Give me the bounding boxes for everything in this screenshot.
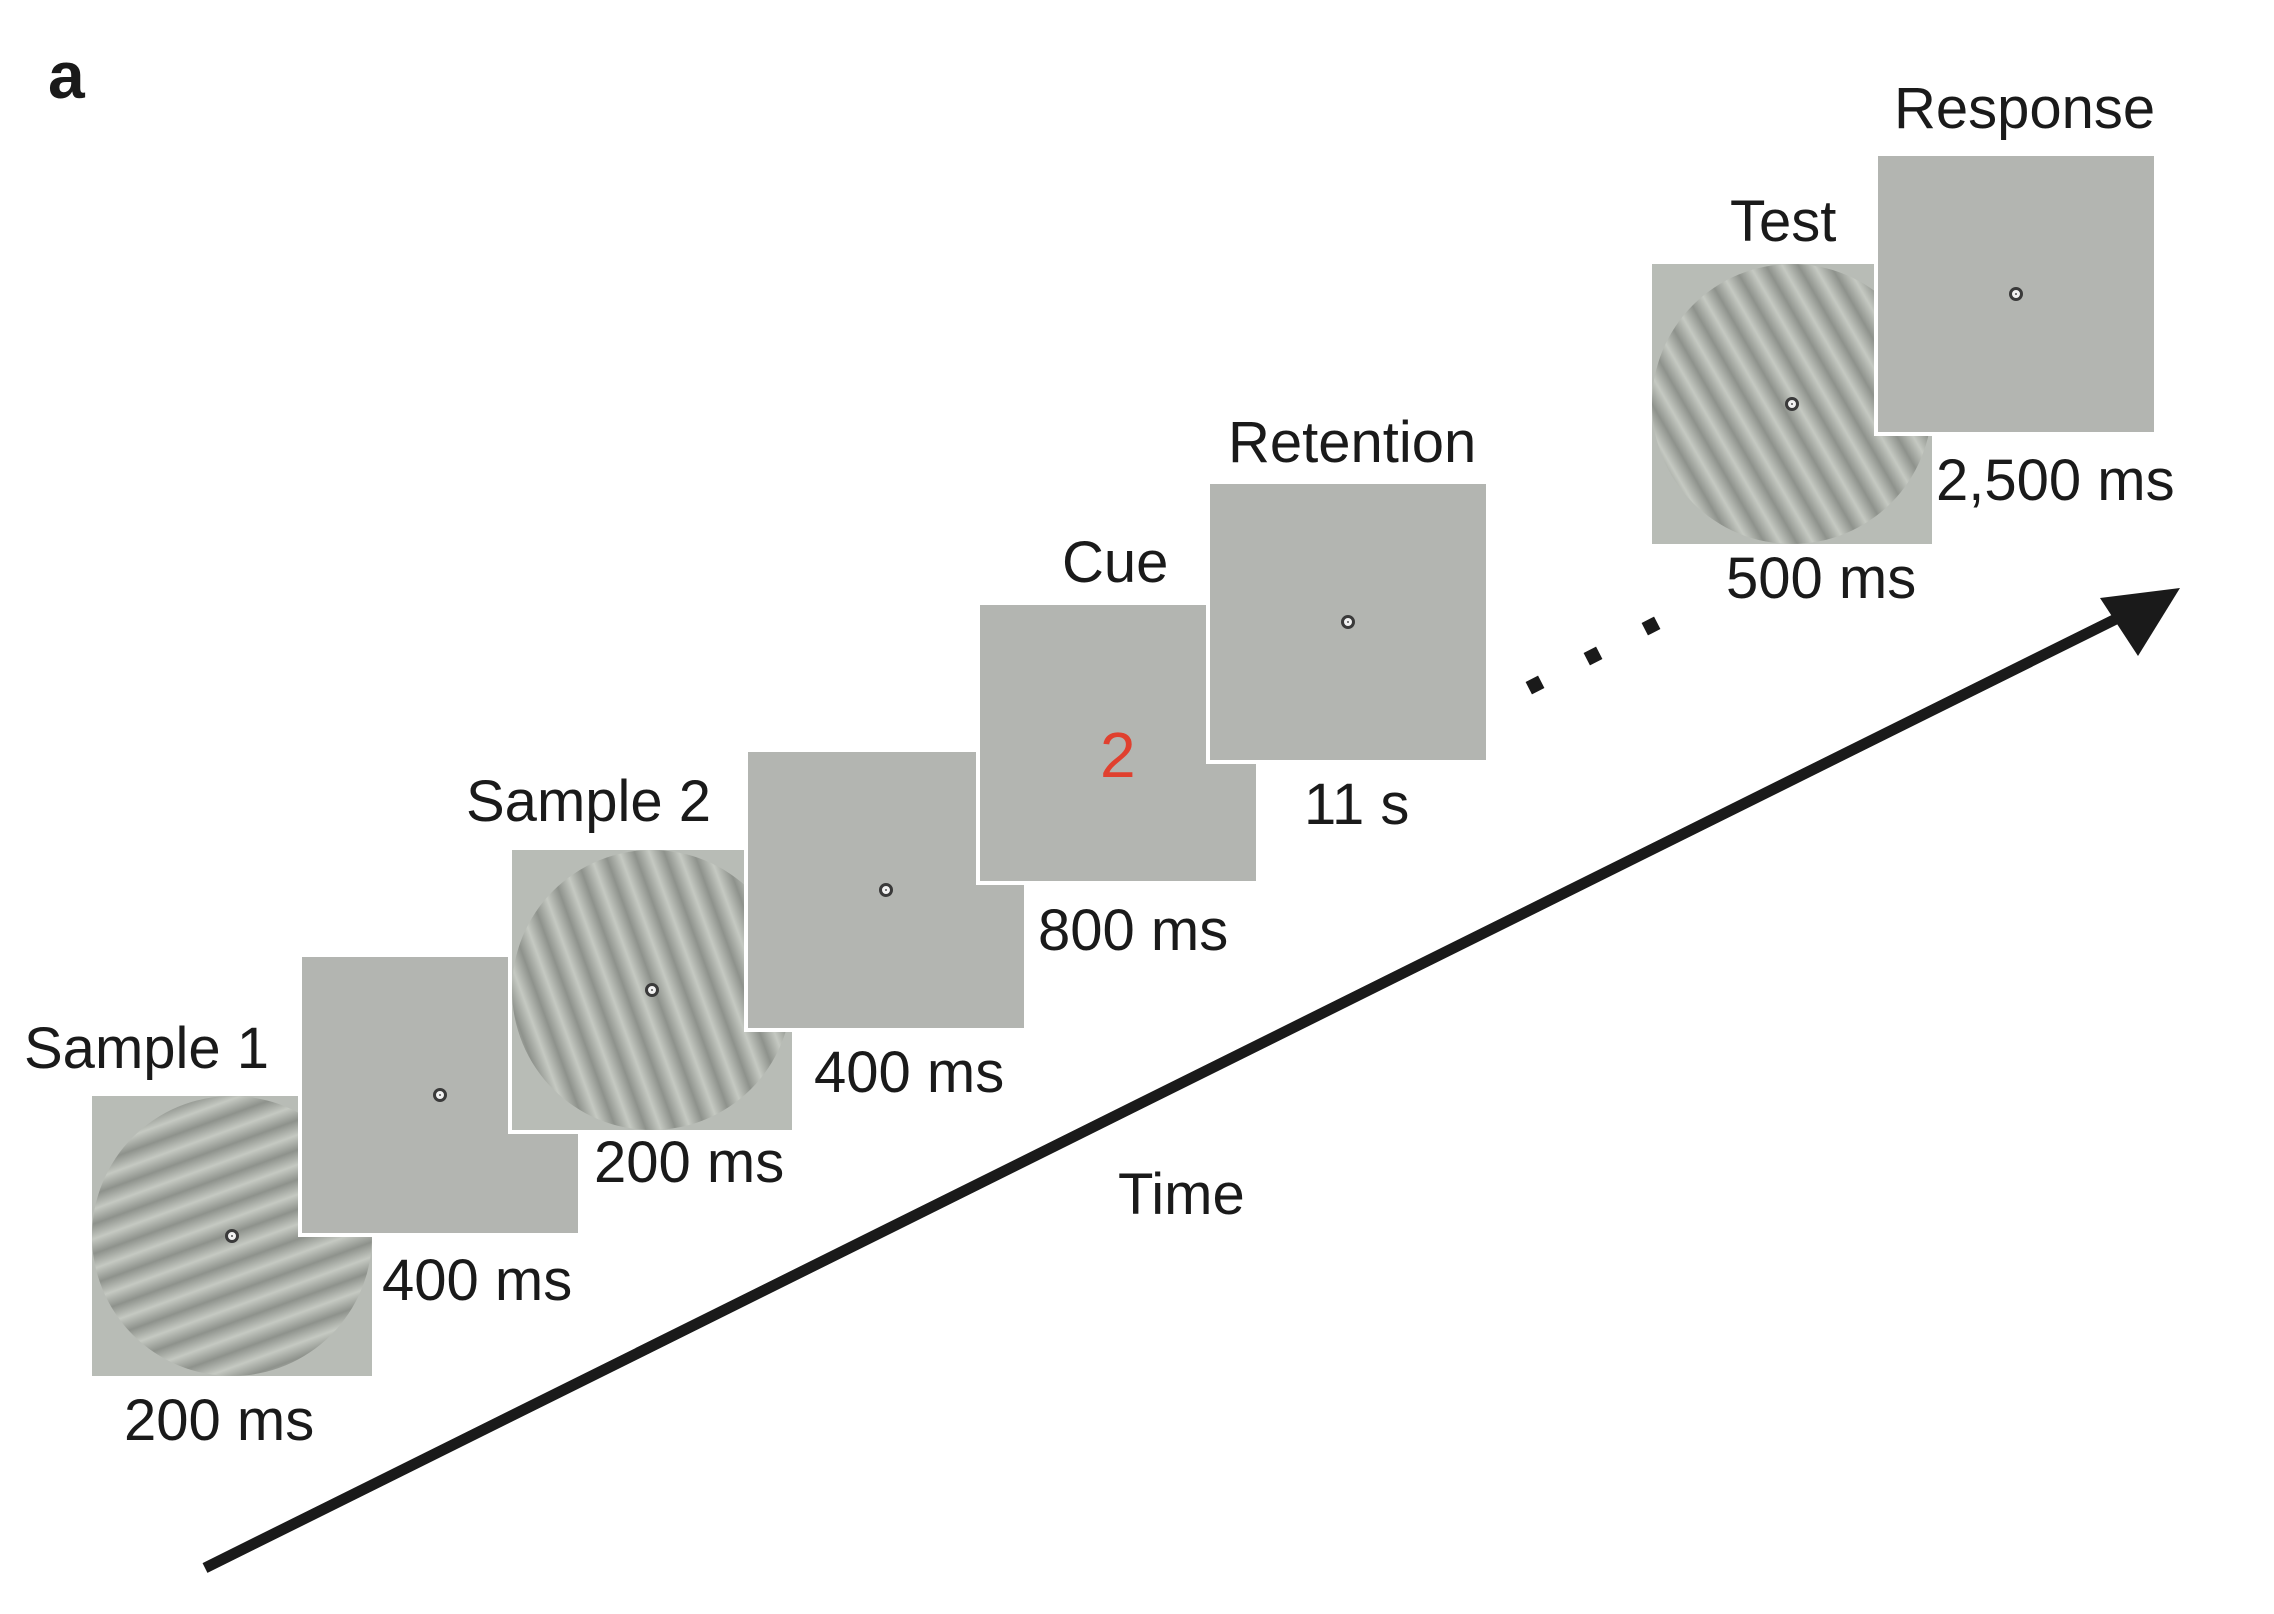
cue-number: 2 [1100,719,1136,791]
sample1-label: Sample 1 [24,1016,270,1081]
delay2-duration: 400 ms [814,1040,1005,1105]
fixation-dot [433,1088,447,1102]
cue-label: Cue [1062,530,1169,595]
response-duration: 2,500 ms [1936,448,2175,513]
cue-duration: 800 ms [1038,898,1229,963]
response-screen [1874,152,2158,436]
panel-letter: a [48,38,85,112]
sample1-duration: 200 ms [124,1388,315,1453]
fixation-dot [1341,615,1355,629]
time-arrow-head [2100,588,2180,656]
fixation-dot [645,983,659,997]
delay1-duration: 400 ms [382,1248,573,1313]
time-label: Time [1118,1162,1245,1227]
response-label: Response [1894,76,2156,141]
sample2-label: Sample 2 [466,769,712,834]
sample2-duration: 200 ms [594,1130,785,1195]
retention-screen [1206,480,1490,764]
retention-duration: 11 s [1304,772,1410,837]
fixation-dot [2009,287,2023,301]
ellipsis-dot [1641,616,1661,636]
fixation-dot [1785,397,1799,411]
time-arrow-shaft [202,607,2133,1573]
fixation-dot [225,1229,239,1243]
test-duration: 500 ms [1726,546,1917,611]
ellipsis-dot [1525,675,1545,695]
fixation-dot [879,883,893,897]
ellipsis-dot [1583,646,1603,666]
retention-label: Retention [1228,410,1477,475]
test-label: Test [1730,189,1837,254]
